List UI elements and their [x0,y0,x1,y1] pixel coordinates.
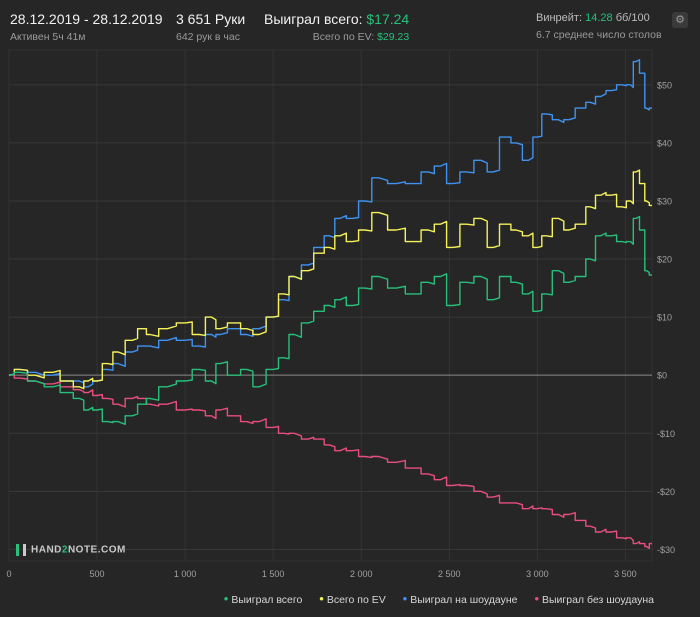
series-line-showdown [8,59,652,388]
ev-total-value: $29.23 [377,31,410,43]
hands-per-hour: 642 рук в час [176,31,240,43]
gear-icon[interactable]: ⚙ [672,12,688,28]
avg-tables: 6.7 среднее число столов [536,29,662,41]
series-line-non_showdown [8,373,652,549]
chart-grid [8,49,653,562]
y-tick-label: $0 [657,371,667,381]
y-tick-label: $30 [657,196,672,206]
won-total-value: $17.24 [366,11,410,27]
date-range: 28.12.2019 - 28.12.2019 [10,11,163,27]
winrate-unit: бб/100 [615,12,650,24]
winrate-label: Винрейт: [536,12,583,24]
x-tick-label: 2 000 [350,569,373,579]
y-tick-label: $20 [657,255,672,265]
x-axis-ticks: 0 500 1 000 1 500 2 000 2 500 3 000 3 500 [6,569,636,579]
legend-non-showdown[interactable]: • Выиграл без шоудауна [534,591,654,606]
x-tick-label: 3 500 [614,569,637,579]
active-time: Активен 5ч 41м [10,31,86,43]
x-tick-label: 1 500 [262,569,285,579]
winrate-value: 14.28 [585,12,613,24]
legend-ev[interactable]: • Всего по EV [319,591,386,606]
ev-total-label: Всего по EV: [312,31,375,43]
legend-showdown[interactable]: • Выиграл на шоудауне [402,591,518,606]
y-tick-label: $10 [657,313,672,323]
y-axis-ticks: $50 $40 $30 $20 $10 $0 -$10 -$20 -$30 [657,80,675,555]
hands-block: 3 651 Руки 642 рук в час [176,11,245,43]
series-line-ev [8,169,652,390]
x-tick-label: 1 000 [174,569,197,579]
chart-series [8,59,652,549]
x-tick-label: 2 500 [438,569,461,579]
x-tick-label: 0 [6,569,11,579]
y-tick-label: $40 [657,138,672,148]
legend-total[interactable]: • Выиграл всего [223,591,303,606]
y-tick-label: -$20 [657,487,675,497]
y-tick-label: -$10 [657,429,675,439]
hand2note-logo: HAND2NOTE.COM [16,544,126,556]
winnings-chart: $50 $40 $30 $20 $10 $0 -$10 -$20 -$30 0 500 1 000 1… [6,49,675,579]
y-tick-label: $50 [657,80,672,90]
stats-header: 28.12.2019 - 28.12.2019 Активен 5ч 41м 3… [0,0,700,48]
x-tick-label: 500 [90,569,105,579]
won-total-label: Выиграл всего: [264,11,363,27]
winrate-block: Винрейт: 14.28 бб/100 6.7 среднее число … [536,12,662,41]
series-line-total [8,215,652,425]
date-block: 28.12.2019 - 28.12.2019 Активен 5ч 41м [10,11,163,43]
x-tick-label: 3 000 [526,569,549,579]
y-tick-label: -$30 [657,545,675,555]
winnings-block: Выиграл всего: $17.24 Всего по EV: $29.2… [264,11,409,43]
hands-count: 3 651 Руки [176,11,246,27]
chart-legend: • Выиграл всего • Всего по EV • Выиграл на … [0,591,700,607]
